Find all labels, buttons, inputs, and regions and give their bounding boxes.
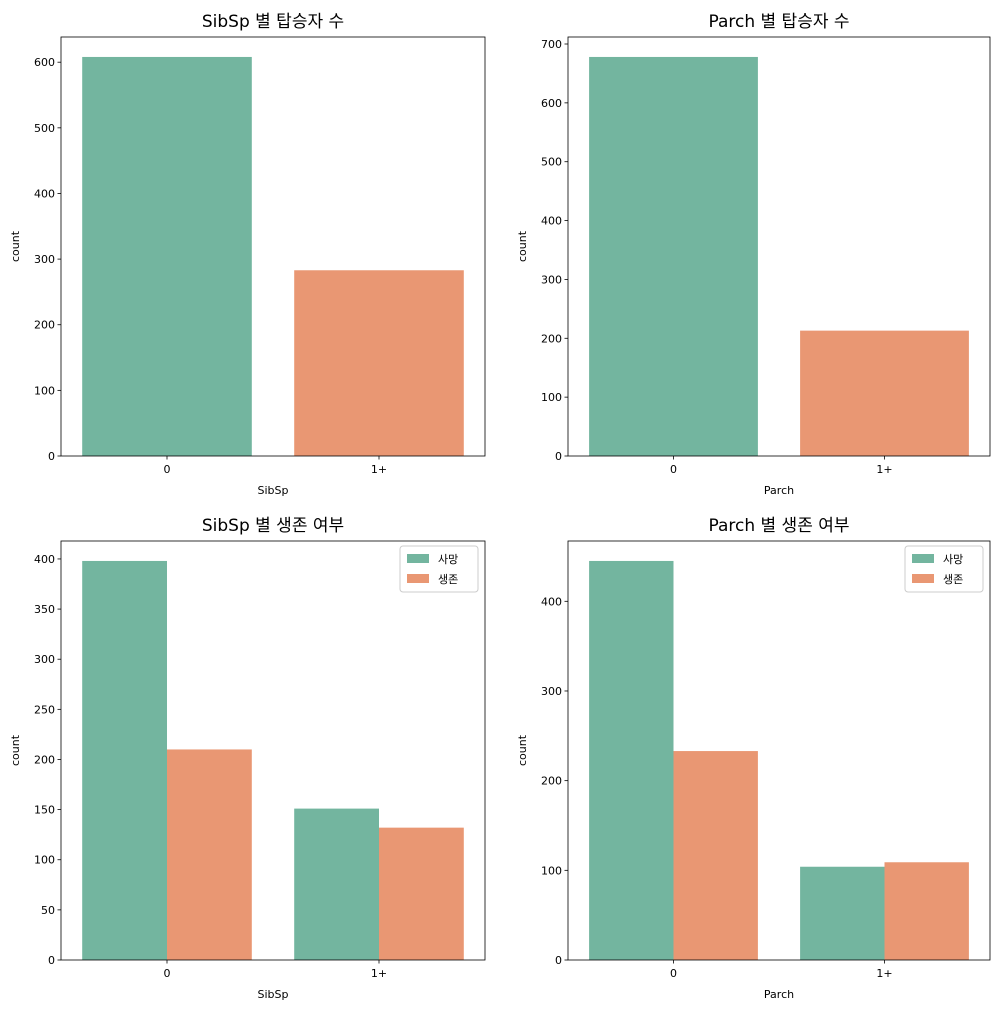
bar: [589, 56, 758, 456]
y-tick-label: 700: [541, 38, 562, 51]
y-axis-label: count: [516, 230, 529, 262]
y-axis-label: count: [516, 734, 529, 766]
x-tick-label: 0: [670, 463, 677, 476]
y-tick-label: 0: [48, 954, 55, 967]
y-tick-label: 200: [34, 319, 55, 332]
bar: [294, 270, 464, 456]
y-tick-label: 100: [34, 384, 55, 397]
x-tick-label: 1+: [876, 967, 892, 980]
axes-frame: [60, 36, 486, 457]
y-tick-label: 50: [41, 904, 55, 917]
subplot-2: 0 100 200 300 400 500 600 700 0 1+ Parch 별 탑승자 수 Pa…: [516, 12, 991, 497]
x-tick-label: 0: [670, 967, 677, 980]
x-tick-label: 0: [164, 463, 171, 476]
bar: [294, 808, 379, 960]
y-tick-label: 400: [541, 215, 562, 228]
y-tick-label: 300: [34, 653, 55, 666]
axes-frame: [567, 540, 991, 961]
bar: [589, 560, 674, 960]
legend-swatch: [407, 574, 429, 583]
y-tick-label: 400: [34, 187, 55, 200]
y-tick-label: 0: [555, 954, 562, 967]
y-tick-label: 600: [34, 56, 55, 69]
legend-swatch: [407, 554, 429, 563]
y-axis-label: count: [9, 230, 22, 262]
subplot-4: 0 100 200 300 400 0 1+ Parch 별 생존 여부 Parch count 사…: [516, 516, 991, 1001]
legend-label: 사망: [943, 553, 963, 566]
x-axis-label: Parch: [764, 988, 794, 1001]
y-tick-label: 0: [555, 450, 562, 463]
y-tick-label: 150: [34, 804, 55, 817]
x-tick-label: 1+: [371, 967, 387, 980]
chart-title: SibSp 별 생존 여부: [202, 516, 344, 536]
x-tick-label: 0: [164, 967, 171, 980]
legend-swatch: [912, 554, 934, 563]
legend-label: 사망: [438, 553, 458, 566]
bar: [800, 330, 969, 456]
y-tick-label: 350: [34, 603, 55, 616]
y-tick-label: 500: [34, 122, 55, 135]
y-tick-label: 500: [541, 156, 562, 169]
x-tick-label: 1+: [876, 463, 892, 476]
y-tick-label: 400: [541, 595, 562, 608]
y-tick-label: 100: [541, 391, 562, 404]
chart-title: Parch 별 생존 여부: [708, 516, 849, 536]
y-tick-label: 200: [541, 775, 562, 788]
y-axis-label: count: [9, 734, 22, 766]
y-tick-label: 200: [34, 753, 55, 766]
y-tick-label: 300: [34, 253, 55, 266]
bar: [884, 862, 969, 960]
bar: [673, 751, 758, 960]
y-tick-label: 0: [48, 450, 55, 463]
y-tick-label: 600: [541, 97, 562, 110]
x-axis-label: SibSp: [258, 484, 289, 497]
legend-swatch: [912, 574, 934, 583]
x-axis-label: Parch: [764, 484, 794, 497]
bar: [82, 560, 167, 960]
chart-title: SibSp 별 탑승자 수: [202, 12, 344, 32]
y-tick-label: 250: [34, 703, 55, 716]
bar: [379, 827, 464, 960]
x-axis-label: SibSp: [258, 988, 289, 1001]
legend-label: 생존: [943, 573, 963, 586]
y-tick-label: 100: [34, 854, 55, 867]
subplot-3: 0 50 100 150 200 250 300 350 400 0 1+ SibSp 별 생존 여부…: [9, 516, 486, 1001]
y-tick-label: 400: [34, 553, 55, 566]
bar: [800, 866, 885, 960]
y-tick-label: 300: [541, 685, 562, 698]
chart-title: Parch 별 탑승자 수: [708, 12, 849, 32]
bar: [167, 749, 252, 960]
y-tick-label: 200: [541, 332, 562, 345]
axes-frame: [567, 36, 991, 457]
axes-frame: [60, 540, 486, 961]
legend-label: 생존: [438, 573, 458, 586]
bar: [82, 56, 252, 456]
x-tick-label: 1+: [371, 463, 387, 476]
y-tick-label: 100: [541, 864, 562, 877]
y-tick-label: 300: [541, 273, 562, 286]
subplot-1: 0 100 200 300 400 500 600 0 1+ SibSp 별 탑승자 수 SibSp…: [9, 12, 486, 497]
